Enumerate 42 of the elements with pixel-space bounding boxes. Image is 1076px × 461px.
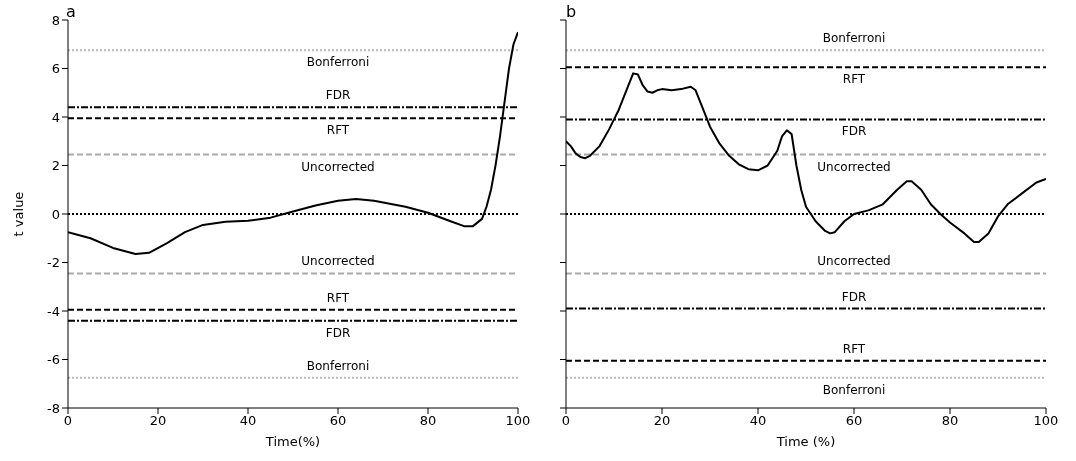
ref-line-label: Bonferroni	[306, 55, 370, 70]
x-tick-label: 0	[63, 413, 73, 429]
x-tick-label: 60	[329, 413, 347, 429]
ref-line-label: RFT	[842, 341, 866, 356]
x-tick-label: 60	[845, 413, 863, 429]
y-tick-label: 4	[51, 109, 60, 125]
ref-line-label: RFT	[326, 123, 350, 138]
x-axis-title: Time (%)	[775, 434, 836, 449]
y-tick-label: 8	[51, 12, 60, 28]
ref-line-label: Uncorrected	[301, 159, 375, 174]
x-tick-label: 0	[561, 413, 571, 429]
x-tick-label: 20	[149, 413, 167, 429]
x-tick-label: 100	[1033, 413, 1059, 429]
ref-line-label: FDR	[325, 88, 351, 103]
x-tick-label: 40	[749, 413, 767, 429]
x-tick-label: 80	[941, 413, 959, 429]
y-tick-label: -8	[47, 400, 60, 416]
ref-line-label: Uncorrected	[817, 254, 891, 269]
y-tick-label: 6	[51, 61, 60, 77]
ref-line-label: Bonferroni	[822, 382, 886, 397]
x-tick-label: 80	[419, 413, 437, 429]
x-tick-label: 40	[239, 413, 257, 429]
ref-line-label: FDR	[841, 124, 867, 139]
y-tick-label: -6	[47, 352, 60, 368]
x-tick-label: 20	[653, 413, 671, 429]
y-tick-label: -2	[47, 255, 60, 271]
ref-line-label: Uncorrected	[817, 159, 891, 174]
x-axis-title: Time(%)	[264, 434, 321, 449]
ref-line-label: FDR	[325, 325, 351, 340]
ref-line-label: Uncorrected	[301, 254, 375, 269]
y-axis-title: t value	[10, 191, 26, 237]
chart-title: b	[566, 2, 577, 21]
ref-line-label: RFT	[842, 72, 866, 87]
y-tick-label: 2	[51, 158, 60, 174]
chart-title: a	[66, 2, 76, 21]
x-tick-label: 100	[505, 413, 531, 429]
ref-line-label: Bonferroni	[306, 358, 370, 373]
y-tick-label: -4	[47, 303, 60, 319]
y-tick-label: 0	[51, 206, 60, 222]
ref-line-label: FDR	[841, 289, 867, 304]
ref-line-label: Bonferroni	[822, 31, 886, 46]
ref-line-label: RFT	[326, 290, 350, 305]
